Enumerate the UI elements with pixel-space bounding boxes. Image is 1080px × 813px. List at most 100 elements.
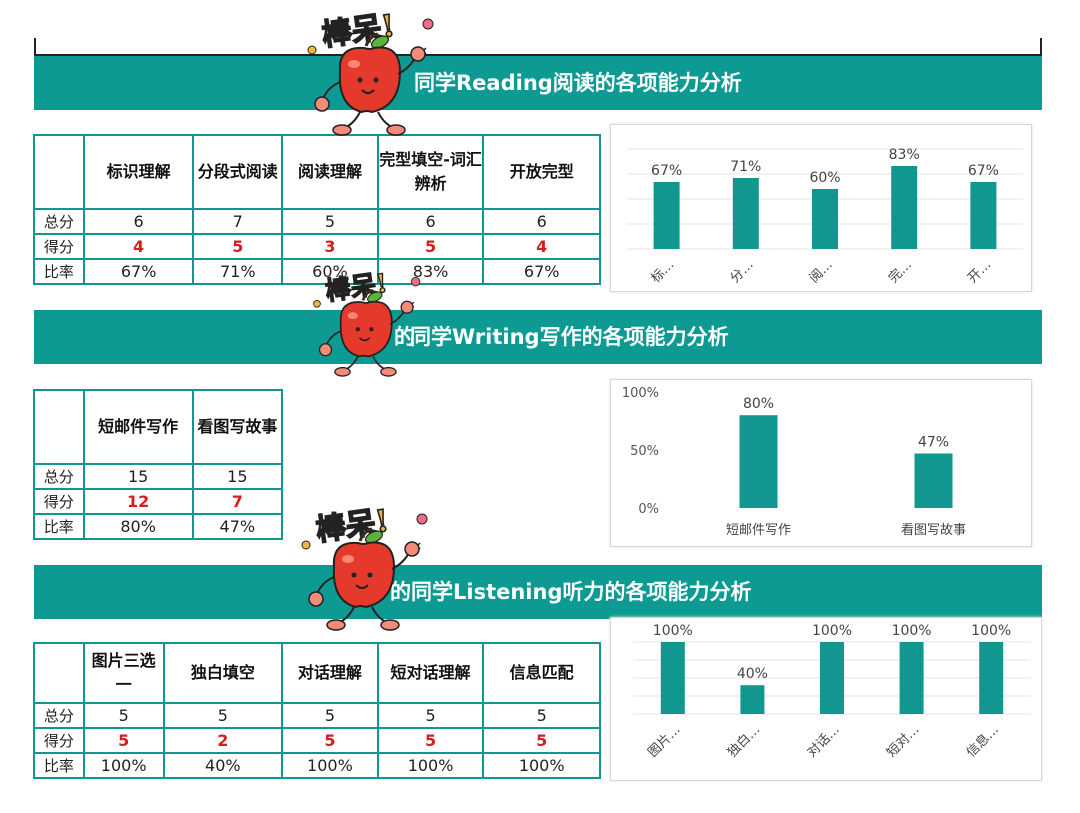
bar [979,642,1004,714]
data-label: 80% [743,396,774,412]
total-cell: 6 [482,208,601,235]
data-label: 47% [918,434,949,450]
total-cell: 5 [281,702,379,729]
x-tick-label: 开… [965,257,994,286]
row-label-rate: 比率 [33,258,85,285]
bar [740,685,765,714]
rate-cell: 83% [376,258,485,285]
heart-icon [410,277,421,287]
score-cell: 7 [191,488,284,515]
table-header: 开放完型 [482,134,601,210]
apple-hand [318,343,333,357]
x-tick-label: 标… [648,257,677,286]
y-tick-label: 50% [630,444,659,459]
total-cell: 5 [82,702,165,729]
bar [739,415,778,508]
rate-cell: 100% [376,752,485,779]
apple-eye [369,327,374,332]
reading-score-table: 标识理解 分段式阅读 阅读理解 完型填空-词汇辨析 开放完型 总分 6 7 5 … [33,134,601,285]
apple-foot [334,366,351,377]
writing-banner-prefix: 的 [394,325,415,349]
reading-chart-svg: 67% 标… 71% 分… 60% 阅… 83% 完… 67% 开… [627,147,1023,286]
x-tick-label: 短邮件写作 [726,523,791,538]
total-cell: 5 [162,702,284,729]
table-header: 对话理解 [281,642,379,704]
reading-bar-chart: 67% 标… 71% 分… 60% 阅… 83% 完… 67% 开… [610,124,1032,292]
thumbs-up-icon [410,46,426,62]
listening-banner: 的同学Listening听力的各项能力分析 [34,565,1042,619]
x-tick-label: 独白… [724,722,763,761]
x-tick-label: 阅… [807,257,836,286]
bar [914,453,953,508]
apple-foot [380,366,397,377]
data-label: 100% [892,623,932,639]
x-tick-label: 看图写故事 [901,522,966,538]
total-cell: 5 [376,702,485,729]
apple-eye [373,77,379,83]
rate-cell: 40% [162,752,284,779]
total-cell: 5 [281,208,379,235]
score-cell: 5 [376,727,485,754]
page-top-frame [34,38,1042,56]
bar [812,189,838,249]
total-cell: 6 [376,208,485,235]
listening-bar-chart: 100% 图片… 40% 独白… 100% 对话… 100% 短对… 100% 信息… [610,617,1042,781]
listening-banner-title: 的同学Listening听力的各项能力分析 [390,580,752,604]
writing-bar-chart: 0% 50% 100% 80% 短邮件写作 47% 看图写故事 [610,379,1032,547]
sparkle-icon [301,540,311,550]
total-cell: 15 [82,463,194,490]
apple-mouth [361,89,375,94]
rate-cell: 47% [191,513,284,540]
apple-sticker: 棒呆! [286,497,436,641]
row-label-total: 总分 [33,463,85,490]
row-label-rate: 比率 [33,513,85,540]
heart-icon [422,18,434,30]
table-corner-cell [33,134,85,210]
apple-hand [314,96,330,112]
writing-banner-title: 同学Writing写作的各项能力分析 [410,325,729,349]
x-tick-label: 完… [886,257,915,286]
x-tick-label: 分… [728,257,757,286]
apple-mouth [358,337,371,342]
score-cell: 5 [82,727,165,754]
data-label: 100% [653,623,693,639]
sticker-text: 棒呆! [324,269,390,307]
data-label: 60% [809,170,840,186]
apple-sticker: 棒呆! [292,2,442,146]
table-header: 短邮件写作 [82,389,194,465]
table-corner-cell [33,642,85,704]
x-tick-label: 对话… [805,722,843,760]
bar [660,642,685,714]
data-label: 100% [971,623,1011,639]
score-cell: 4 [82,233,195,260]
table-header: 信息匹配 [482,642,601,704]
data-label: 67% [968,163,999,179]
row-label-rate: 比率 [33,752,85,779]
apple-highlight [348,60,360,68]
reading-banner: 同学Reading阅读的各项能力分析 [34,56,1042,110]
apple-stem [361,288,374,301]
apple-leaf [367,291,383,303]
writing-banner: 的 同学Writing写作的各项能力分析 [34,310,1042,364]
bar [891,166,918,249]
sticker-text: 棒呆! [320,9,397,54]
score-cell: 5 [482,727,601,754]
total-cell: 7 [192,208,284,235]
heart-icon [416,513,428,525]
x-tick-label: 信息… [963,722,1002,761]
apple-highlight [342,555,354,563]
rate-cell: 60% [281,258,379,285]
score-cell: 5 [376,233,485,260]
rate-cell: 71% [192,258,284,285]
apple-eye [367,572,373,578]
sticker-text: 棒呆! [314,504,391,549]
sparkle-icon [307,45,317,55]
apple-foot [326,619,346,631]
apple-body [332,541,396,609]
row-label-score: 得分 [33,727,85,754]
score-cell: 2 [162,727,284,754]
rate-cell: 67% [82,258,195,285]
table-header: 短对话理解 [376,642,485,704]
table-header: 看图写故事 [191,389,284,465]
row-label-total: 总分 [33,702,85,729]
